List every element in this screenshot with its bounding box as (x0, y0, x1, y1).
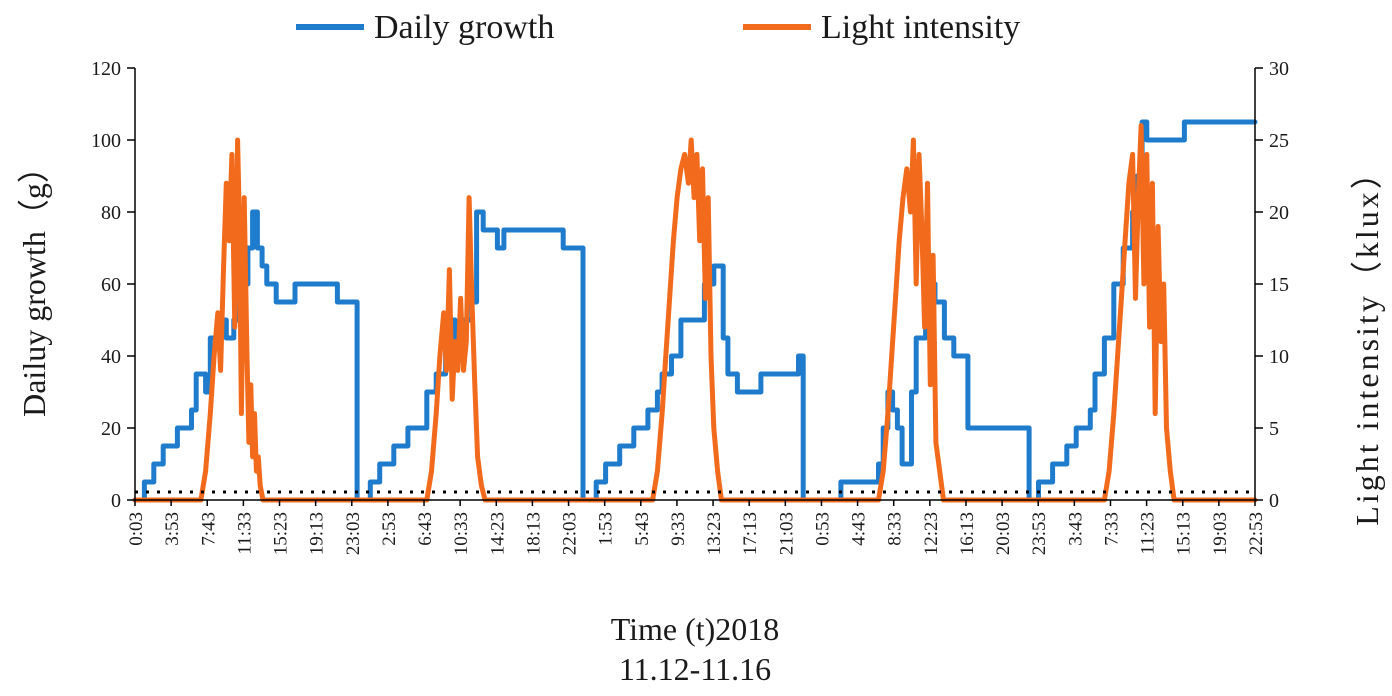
y-right-tick-label: 30 (1269, 58, 1289, 80)
x-tick-label: 5:43 (632, 512, 653, 546)
x-tick-label: 22:53 (1246, 512, 1267, 555)
x-tick-label: 6:43 (415, 512, 436, 546)
x-tick-label: 10:33 (451, 512, 472, 555)
x-tick-label: 18:13 (523, 512, 544, 555)
x-tick-label: 13:23 (704, 512, 725, 555)
x-tick-label: 17:13 (740, 512, 761, 555)
y-right-tick-label: 25 (1269, 130, 1289, 152)
x-tick-label: 11:23 (1138, 512, 1159, 555)
x-tick-label: 7:33 (1101, 512, 1122, 546)
x-tick-label: 9:33 (668, 512, 689, 546)
x-tick-label: 12:23 (921, 512, 942, 555)
y-right-tick-label: 15 (1269, 274, 1289, 296)
x-tick-label: 20:03 (993, 512, 1014, 555)
y-left-tick-label: 80 (101, 202, 121, 224)
y-axis-left-ticks: 0 20 40 60 80 100 120 (91, 58, 135, 512)
y-right-tick-label: 20 (1269, 202, 1289, 224)
y-right-tick-label: 0 (1269, 490, 1279, 512)
series-line-light-intensity (132, 123, 1258, 503)
x-axis-title-line2: 11.12-11.16 (619, 651, 771, 687)
plot-area: 0 20 40 60 80 100 120 0 5 10 15 20 25 30 0:03 3:53 7:4… (91, 58, 1289, 555)
x-tick-label: 15:13 (1174, 512, 1195, 555)
y-left-tick-label: 120 (91, 58, 121, 80)
x-tick-label: 0:53 (812, 512, 833, 546)
y-left-tick-label: 60 (101, 274, 121, 296)
x-tick-label: 16:13 (957, 512, 978, 555)
y-right-tick-label: 10 (1269, 346, 1289, 368)
y-left-tick-label: 40 (101, 346, 121, 368)
y-left-tick-label: 20 (101, 418, 121, 440)
x-tick-label: 23:03 (343, 512, 364, 555)
legend: Daily growth Light intensity (296, 9, 1020, 46)
y-left-tick-label: 100 (91, 130, 121, 152)
x-tick-label: 14:23 (487, 512, 508, 555)
x-tick-label: 11:33 (234, 512, 255, 555)
y-right-tick-label: 5 (1269, 418, 1279, 440)
x-tick-label: 3:43 (1065, 512, 1086, 546)
x-tick-label: 8:33 (885, 512, 906, 546)
x-tick-label: 19:03 (1210, 512, 1231, 555)
x-axis-title-line1: Time (t)2018 (611, 611, 780, 647)
x-axis-ticks: 0:03 3:53 7:43 11:33 15:23 19:13 23:03 2:53 6:43… (126, 500, 1267, 555)
x-tick-label: 0:03 (126, 512, 147, 546)
y-axis-right-title: Light intensity（klux） (1349, 154, 1385, 525)
x-tick-label: 21:03 (776, 512, 797, 555)
x-tick-label: 2:53 (379, 512, 400, 546)
y-axis-right-ticks: 0 5 10 15 20 25 30 (1255, 58, 1289, 512)
y-left-tick-label: 0 (111, 490, 121, 512)
x-tick-label: 1:53 (596, 512, 617, 546)
x-tick-label: 4:43 (849, 512, 870, 546)
series-layer (132, 119, 1258, 503)
x-tick-label: 19:13 (307, 512, 328, 555)
x-tick-label: 22:03 (560, 512, 581, 555)
x-tick-label: 7:43 (198, 512, 219, 546)
x-tick-label: 15:23 (271, 512, 292, 555)
x-tick-label: 23:53 (1029, 512, 1050, 555)
x-tick-label: 3:53 (162, 512, 183, 546)
legend-label-daily-growth: Daily growth (374, 9, 554, 46)
y-axis-left-title: Dailuy growth（g） (16, 151, 52, 417)
legend-label-light-intensity: Light intensity (821, 9, 1020, 46)
